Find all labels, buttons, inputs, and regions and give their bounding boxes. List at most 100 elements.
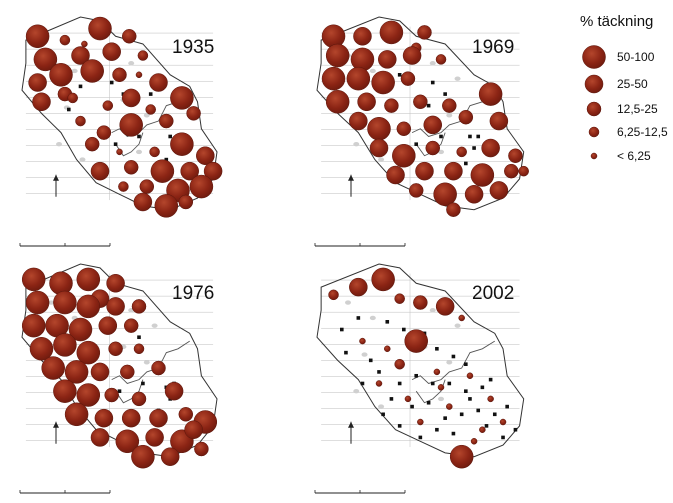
survey-plot-mark <box>438 396 445 402</box>
map-panel-2002: 2002 <box>314 263 525 494</box>
station-marker <box>137 134 141 139</box>
coverage-circle <box>96 125 112 140</box>
legend-item: < 6,25 <box>590 149 651 163</box>
coverage-circle <box>170 86 194 110</box>
station-marker <box>439 134 443 139</box>
survey-plot-mark <box>151 323 158 328</box>
legend-swatch <box>588 126 600 138</box>
station-marker <box>480 385 485 390</box>
coverage-circle <box>131 391 147 407</box>
coverage-circle <box>123 318 139 333</box>
map-year-label: 1935 <box>172 37 214 58</box>
coverage-circle <box>402 46 422 65</box>
coverage-circle <box>413 94 428 110</box>
station-marker <box>472 146 476 150</box>
station-marker <box>377 370 381 374</box>
survey-plot-mark <box>429 61 436 66</box>
legend-label: 50-100 <box>617 50 655 64</box>
coverage-circle <box>449 444 474 469</box>
coverage-circle <box>116 148 123 156</box>
survey-plot-mark <box>454 76 461 81</box>
coverage-circle <box>76 267 101 292</box>
coverage-circle <box>196 146 215 165</box>
survey-plot-mark <box>143 113 150 118</box>
coverage-circle <box>466 372 474 380</box>
coverage-circle <box>489 181 509 200</box>
survey-plot-mark <box>353 388 360 394</box>
coverage-circle <box>379 20 404 45</box>
coverage-circle <box>41 356 65 380</box>
station-marker <box>389 397 394 401</box>
map-panel-1976: 1976 <box>19 263 218 494</box>
coverage-circle <box>371 267 395 292</box>
station-marker <box>464 389 468 393</box>
station-marker <box>476 134 481 139</box>
coverage-circle <box>417 418 424 426</box>
coverage-circle <box>384 98 399 113</box>
survey-plot-mark <box>454 323 461 328</box>
survey-plot-mark <box>378 404 385 409</box>
survey-plot-mark <box>71 68 78 74</box>
coverage-circle <box>435 297 455 316</box>
coverage-circle <box>180 161 199 181</box>
station-marker <box>443 416 447 420</box>
coverage-circle <box>118 181 129 192</box>
coverage-circle <box>145 104 156 115</box>
station-marker <box>414 142 419 146</box>
north-arrow-icon <box>53 174 59 197</box>
survey-plot-mark <box>369 68 376 74</box>
coverage-circle <box>53 379 77 403</box>
coverage-circle <box>151 360 166 376</box>
station-marker <box>468 134 472 139</box>
coverage-circle <box>94 408 114 428</box>
coverage-circle <box>464 185 484 204</box>
station-marker <box>402 327 406 332</box>
station-marker <box>397 73 402 77</box>
coverage-circle <box>325 43 350 68</box>
coverage-circle <box>400 71 416 86</box>
coverage-circle <box>121 408 141 428</box>
legend-label: 6,25-12,5 <box>617 125 668 139</box>
coverage-circle <box>413 295 428 310</box>
coverage-circle <box>404 329 428 353</box>
study-area-outline <box>316 263 525 458</box>
coverage-circle <box>346 66 371 91</box>
coverage-circle <box>479 426 486 433</box>
coverage-circle <box>120 364 135 380</box>
survey-plot-mark <box>136 149 142 155</box>
coverage-circle <box>104 387 119 403</box>
coverage-circle <box>386 165 405 185</box>
coverage-circle <box>433 368 441 376</box>
survey-plot-mark <box>79 157 86 162</box>
coverage-circle <box>394 293 405 304</box>
north-arrow-icon <box>348 421 354 444</box>
coverage-circle <box>53 290 77 315</box>
coverage-circle <box>186 106 201 121</box>
scale-bar <box>314 490 406 494</box>
station-marker <box>464 161 468 166</box>
coverage-circle <box>59 34 71 46</box>
coverage-circle <box>203 161 223 181</box>
legend-swatch <box>586 101 602 117</box>
coverage-circle <box>53 333 77 357</box>
station-marker <box>385 320 390 324</box>
coverage-circle <box>415 161 434 181</box>
coverage-circle <box>32 92 51 112</box>
scale-bar <box>314 243 406 247</box>
survey-plot-mark <box>429 308 436 313</box>
coverage-circle <box>478 82 503 106</box>
station-marker <box>459 412 464 417</box>
coverage-circle <box>371 70 395 95</box>
coverage-circle <box>458 314 465 322</box>
coverage-circle <box>369 138 389 158</box>
coverage-circle <box>178 194 194 210</box>
coverage-circle <box>435 54 447 65</box>
coverage-circle <box>88 16 112 41</box>
survey-plot-mark <box>446 360 453 365</box>
station-marker <box>430 381 435 386</box>
map-year-label: 2002 <box>472 283 514 304</box>
coverage-circle <box>64 402 89 427</box>
coverage-circle <box>367 117 391 141</box>
coverage-circle <box>49 63 73 87</box>
coverage-circle <box>112 67 127 83</box>
